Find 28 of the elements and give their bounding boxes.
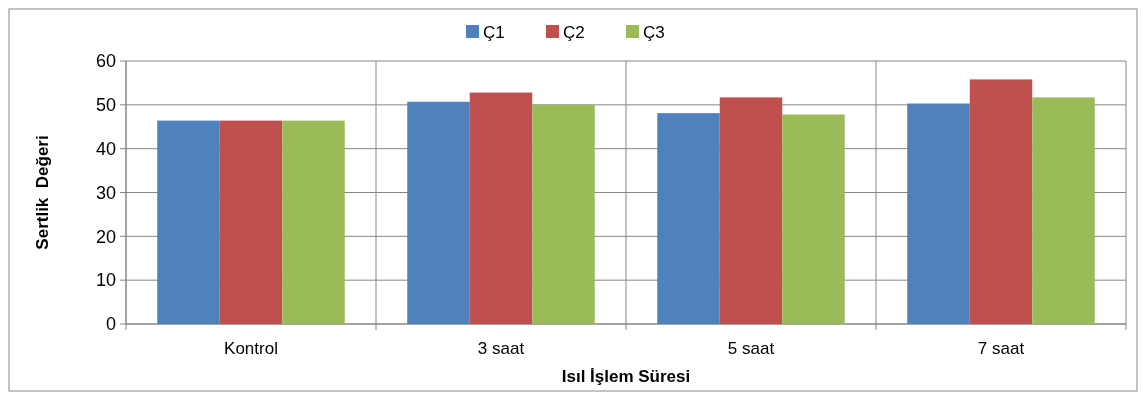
x-tick-label: 3 saat [477,339,525,358]
bar [782,114,845,324]
bar [719,97,783,324]
bar [469,92,533,324]
bar [407,101,470,324]
y-tick-label: 50 [95,95,116,116]
bar [657,113,720,324]
y-tick-label: 0 [105,314,116,335]
bar [282,120,345,324]
x-tick-label: 5 saat [727,339,775,358]
y-axis-title: Sertlik Değeri [33,135,52,250]
y-tick-label: 40 [95,138,116,159]
bar [219,120,283,324]
bar [969,79,1033,324]
legend-label: Ç2 [563,22,585,42]
y-tick-label: 30 [95,182,116,203]
bar [1032,97,1095,324]
bar [907,103,970,324]
legend-label: Ç1 [483,22,505,42]
y-tick-label: 60 [95,51,116,72]
legend-label: Ç3 [643,22,665,42]
y-tick-label: 20 [95,226,116,247]
x-axis-title: Isıl İşlem Süresi [561,367,691,386]
x-tick-label: 7 saat [977,339,1025,358]
bar [532,104,595,324]
bar [157,120,220,324]
y-tick-label: 10 [95,270,116,291]
x-tick-label: Kontrol [224,339,278,358]
